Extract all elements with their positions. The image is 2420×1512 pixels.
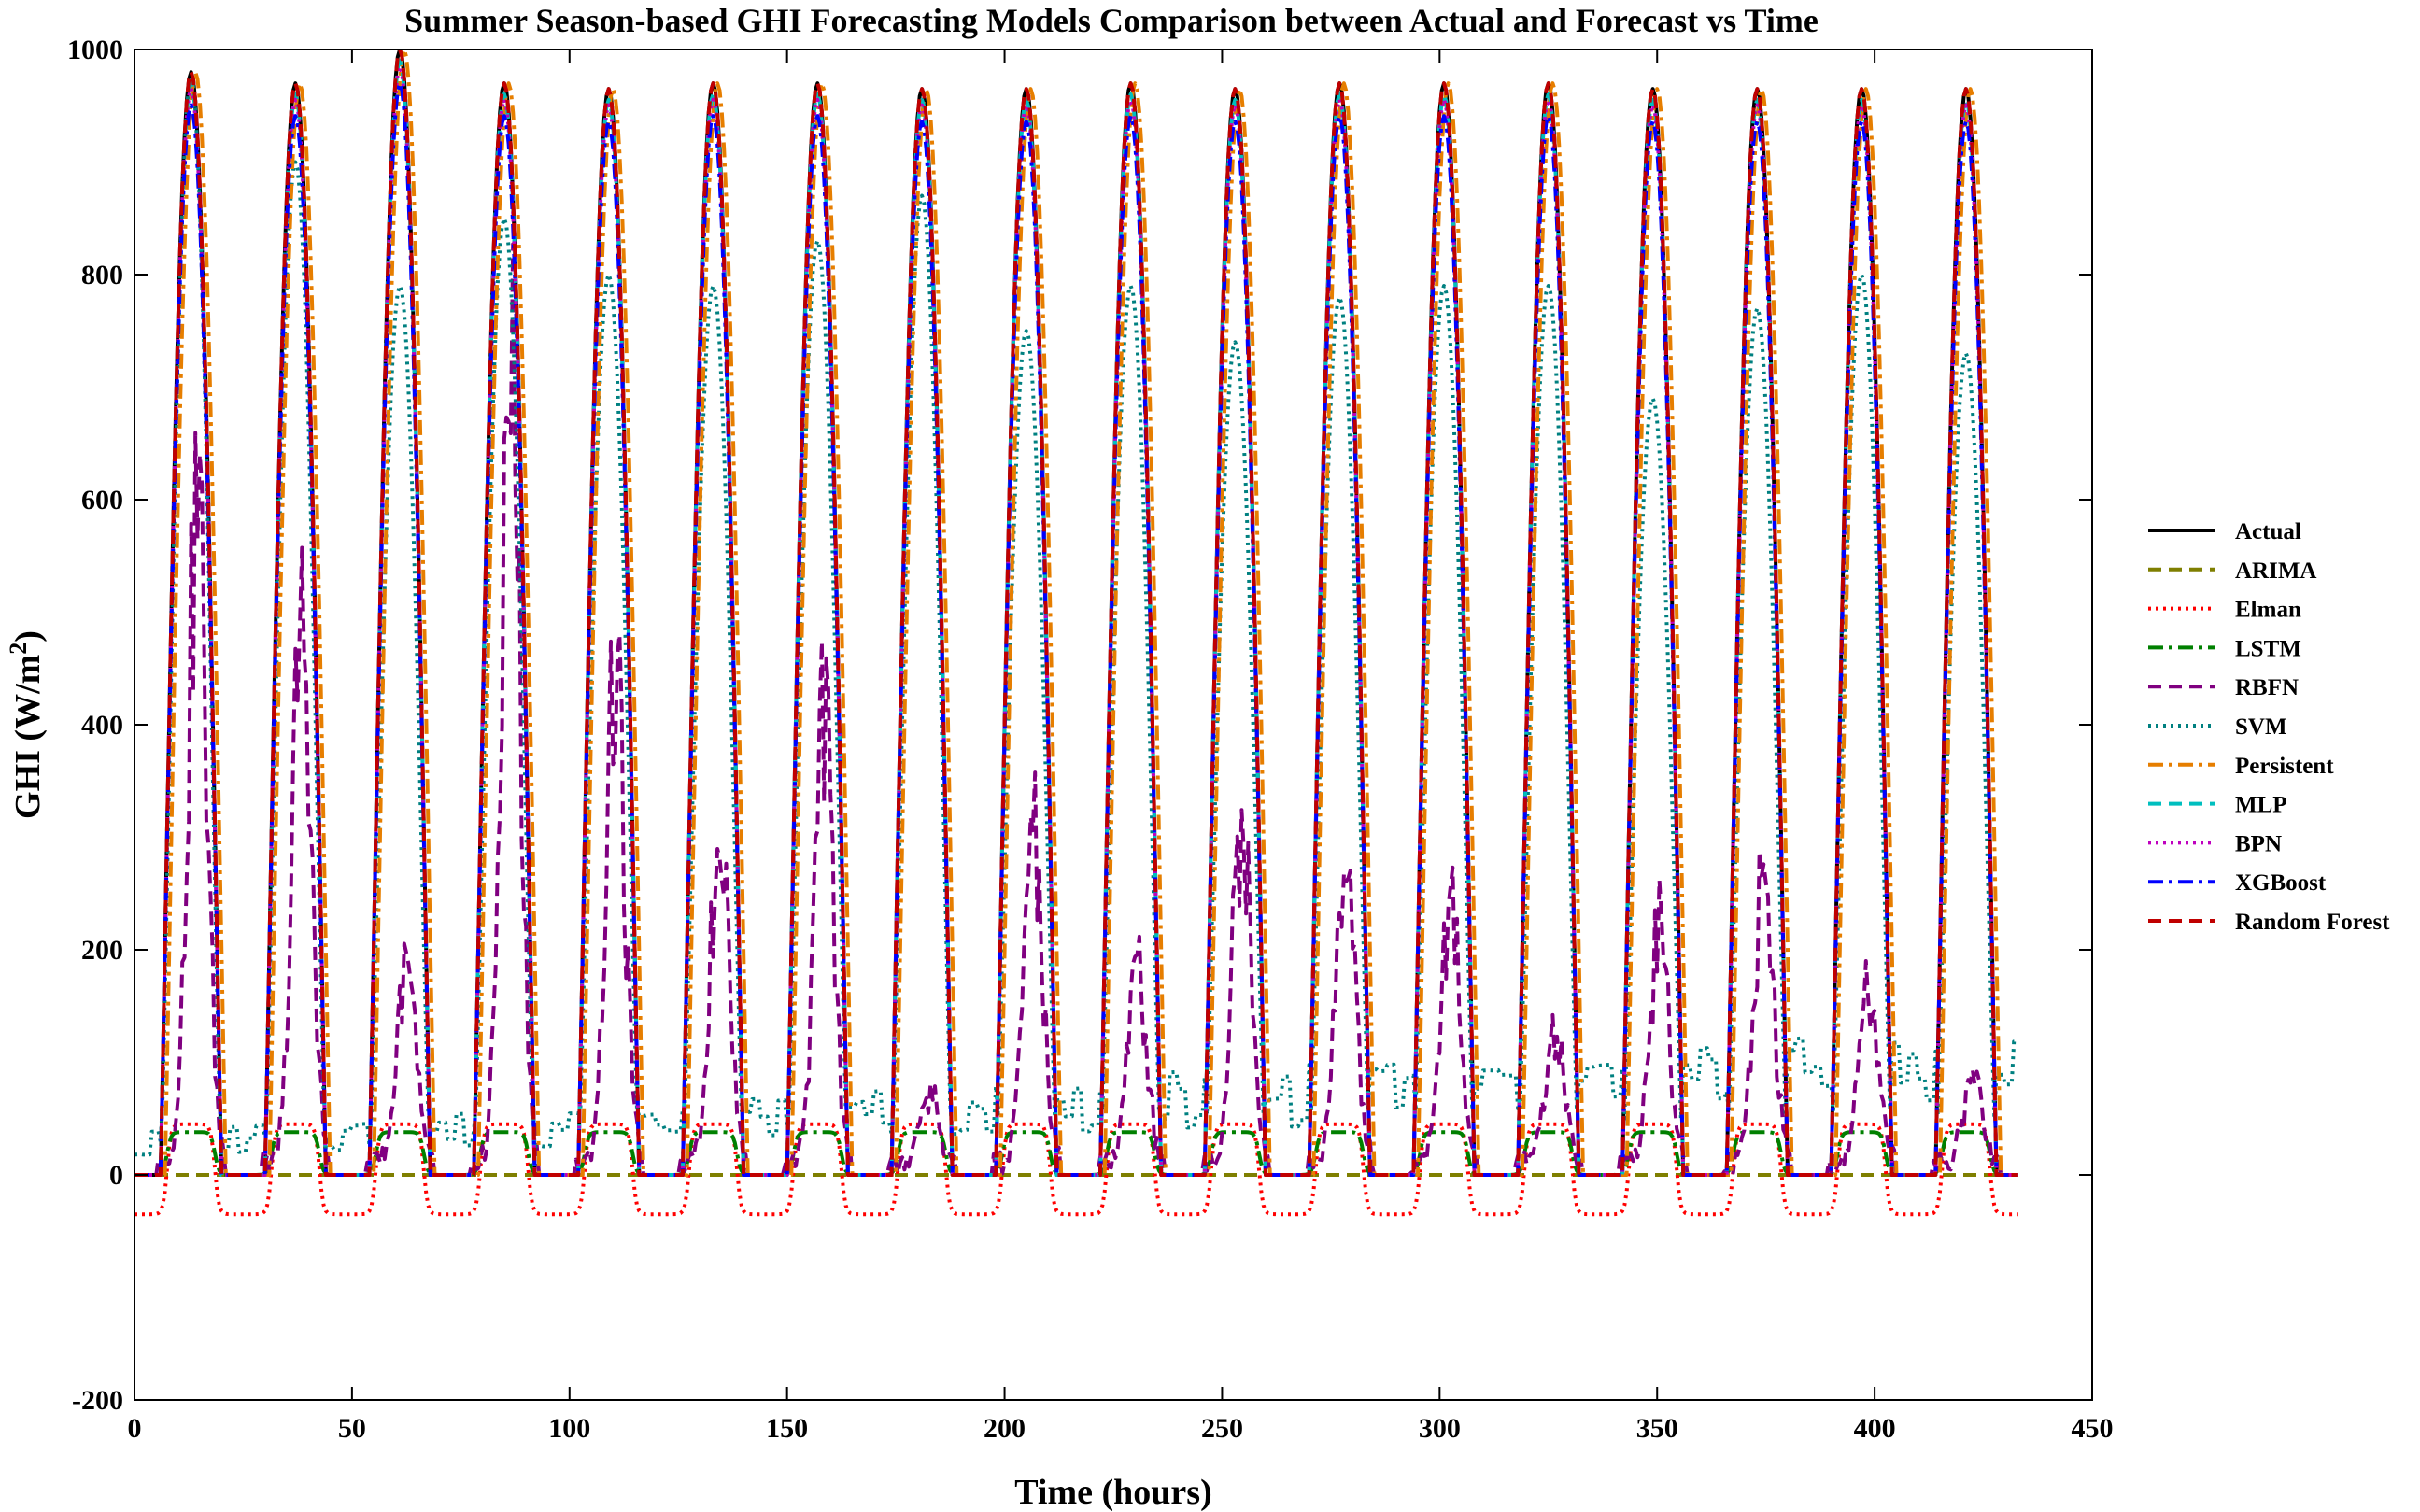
chart-title: Summer Season-based GHI Forecasting Mode… — [404, 2, 1819, 39]
y-tick-label: 800 — [81, 260, 123, 290]
series-elman — [134, 1122, 2018, 1217]
legend-label: LSTM — [2235, 636, 2301, 661]
x-tick-label: 300 — [1419, 1413, 1461, 1444]
x-tick-label: 400 — [1854, 1413, 1896, 1444]
x-tick-label: 100 — [548, 1413, 590, 1444]
x-tick-label: 450 — [2072, 1413, 2114, 1444]
series-persistent — [134, 49, 2018, 1177]
legend-label: RBFN — [2235, 675, 2299, 700]
series-layer — [134, 49, 2018, 1217]
legend: Actual ARIMA Elman LSTM RBFN SVM Persistent MLP… — [2148, 519, 2390, 935]
legend-label: Actual — [2235, 519, 2301, 544]
legend-label: MLP — [2235, 793, 2287, 818]
x-tick-label: 350 — [1636, 1413, 1678, 1444]
y-tick-label: 200 — [81, 935, 123, 966]
x-tick-label: 50 — [338, 1413, 366, 1444]
legend-label: Persistent — [2235, 754, 2334, 779]
series-svm — [134, 76, 2018, 1157]
ticks-layer: 0 50 100 150 200 250 300 350 400 450-200020040060… — [67, 35, 2114, 1444]
y-tick-label: 0 — [109, 1160, 123, 1191]
x-tick-label: 200 — [984, 1413, 1026, 1444]
legend-label: Random Forest — [2235, 910, 2390, 935]
y-axis-label: GHI (W/m2) — [5, 630, 48, 819]
x-axis-label: Time (hours) — [1014, 1473, 1211, 1512]
y-axis-label-close: ) — [8, 630, 48, 643]
series-random-forest — [134, 49, 2018, 1177]
x-tick-label: 150 — [766, 1413, 808, 1444]
y-axis-label-main: GHI (W/m — [8, 655, 48, 819]
y-tick-label: -200 — [72, 1385, 123, 1416]
legend-label: SVM — [2235, 714, 2287, 740]
legend-label: Elman — [2235, 598, 2301, 623]
legend-label: XGBoost — [2235, 870, 2327, 896]
x-tick-label: 0 — [128, 1413, 142, 1444]
y-axis-label-sup: 2 — [5, 643, 32, 655]
x-tick-label: 250 — [1201, 1413, 1243, 1444]
y-tick-label: 400 — [81, 710, 123, 741]
y-tick-label: 600 — [81, 485, 123, 516]
y-tick-label: 1000 — [67, 35, 123, 65]
legend-label: BPN — [2235, 831, 2282, 856]
legend-label: ARIMA — [2235, 558, 2317, 584]
